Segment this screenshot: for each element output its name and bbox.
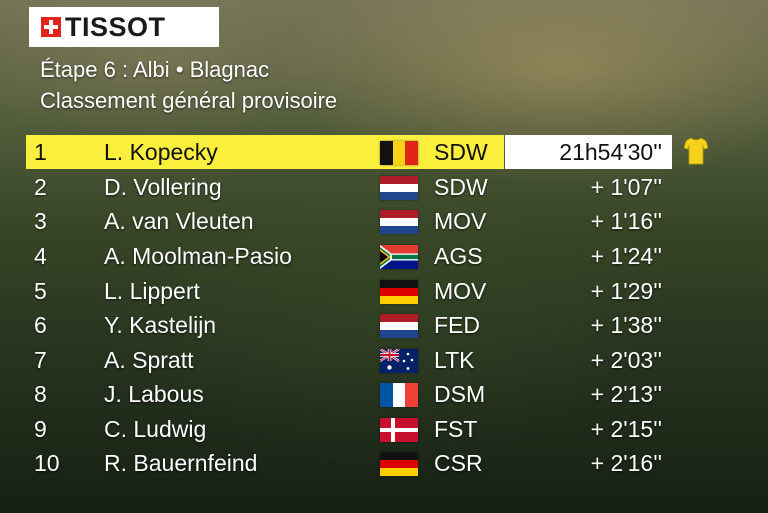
rank: 2 (34, 174, 47, 200)
rider-name: R. Bauernfeind (104, 450, 258, 476)
time-gap: + 1'07'' (590, 174, 662, 200)
time-gap: + 2'13'' (590, 381, 662, 407)
netherlands-flag-icon (380, 210, 418, 234)
belgium-flag-icon (380, 141, 418, 165)
rank: 3 (34, 208, 47, 234)
standings-row-8: 8 J. Labous DSM + 2'13'' (0, 377, 768, 411)
rider-name: A. van Vleuten (104, 208, 254, 234)
time-gap: 21h54'30'' (559, 139, 662, 165)
rider-name: J. Labous (104, 381, 204, 407)
leader-time-box (505, 135, 672, 169)
stage-title: Étape 6 : Albi • Blagnac (40, 57, 270, 82)
rider-name: D. Vollering (104, 174, 222, 200)
rank: 8 (34, 381, 47, 407)
standings-row-5: 5 L. Lippert MOV + 1'29'' (0, 274, 768, 308)
rider-name: C. Ludwig (104, 416, 207, 442)
yellow-jersey-icon (683, 137, 709, 165)
classification-title: Classement général provisoire (40, 88, 338, 113)
standings-row-10: 10 R. Bauernfeind CSR + 2'16'' (0, 446, 768, 480)
time-gap: + 1'29'' (590, 278, 662, 304)
time-gap: + 1'16'' (590, 208, 662, 234)
netherlands-flag-icon (380, 176, 418, 200)
team-code: AGS (434, 243, 483, 269)
rider-name: L. Kopecky (104, 139, 218, 165)
standings-row-3: 3 A. van Vleuten MOV + 1'16'' (0, 204, 768, 238)
team-code: MOV (434, 278, 487, 304)
time-gap: + 1'38'' (590, 312, 662, 338)
south-africa-flag-icon (380, 245, 418, 269)
time-gap: + 2'15'' (590, 416, 662, 442)
time-gap: + 2'16'' (590, 450, 662, 476)
team-code: FED (434, 312, 480, 338)
team-code: SDW (434, 174, 488, 200)
time-gap: + 2'03'' (590, 347, 662, 373)
swiss-cross-icon (41, 17, 61, 37)
time-gap: + 1'24'' (590, 243, 662, 269)
standings-row-4: 4 A. Moolman-Pasio AGS + 1'24'' (0, 239, 768, 273)
rank: 5 (34, 278, 47, 304)
france-flag-icon (380, 383, 418, 407)
rank: 4 (34, 243, 47, 269)
netherlands-flag-icon (380, 314, 418, 338)
rank: 9 (34, 416, 47, 442)
rider-name: L. Lippert (104, 278, 200, 304)
rank: 1 (34, 139, 47, 165)
rank: 10 (34, 450, 60, 476)
rider-name: Y. Kastelijn (104, 312, 217, 338)
germany-flag-icon (380, 452, 418, 476)
team-code: LTK (434, 347, 475, 373)
australia-flag-icon (380, 349, 418, 373)
team-code: CSR (434, 450, 483, 476)
standings-row-2: 2 D. Vollering SDW + 1'07'' (0, 170, 768, 204)
standings-row-6: 6 Y. Kastelijn FED + 1'38'' (0, 308, 768, 342)
leader-highlight (26, 135, 504, 169)
standings-row-7: 7 A. Spratt LTK + 2'03'' (0, 343, 768, 377)
rider-name: A. Spratt (104, 347, 194, 373)
team-code: MOV (434, 208, 487, 234)
team-code: DSM (434, 381, 486, 407)
brand-name: TISSOT (65, 11, 166, 42)
team-code: SDW (434, 139, 488, 165)
rank: 7 (34, 347, 47, 373)
standings-row-9: 9 C. Ludwig FST + 2'15'' (0, 412, 768, 446)
rider-name: A. Moolman-Pasio (104, 243, 292, 269)
team-code: FST (434, 416, 478, 442)
tissot-logo: TISSOT (29, 7, 219, 47)
germany-flag-icon (380, 280, 418, 304)
standings-row-1: 1 L. Kopecky SDW 21h54'30'' (0, 135, 768, 169)
rank: 6 (34, 312, 47, 338)
denmark-flag-icon (380, 418, 418, 442)
